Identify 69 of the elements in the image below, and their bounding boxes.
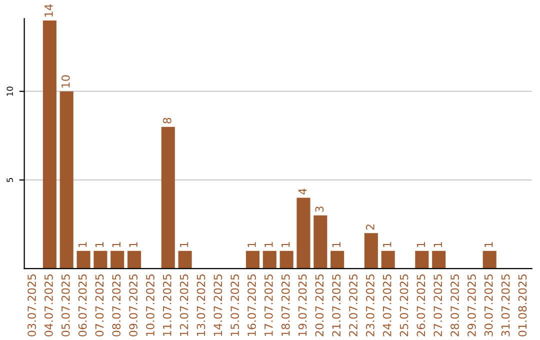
x-tick-label: 05.07.2025 (61, 274, 70, 336)
x-tick-label: 13.07.2025 (196, 274, 206, 336)
bar (280, 250, 294, 269)
bar (482, 250, 496, 269)
x-tick-label: 23.07.2025 (366, 274, 374, 336)
x-tick-label: 11.07.2025 (162, 274, 172, 336)
data-label: 1 (95, 242, 104, 247)
data-label: 4 (298, 188, 307, 195)
y-tick-label: 5 (6, 178, 13, 182)
data-label: 1 (180, 242, 188, 247)
x-tick-label: 18.07.2025 (281, 274, 290, 336)
data-label: 1 (416, 242, 425, 247)
x-tick-label: 10.07.2025 (146, 274, 154, 336)
x-tick-label: 07.07.2025 (95, 274, 104, 336)
x-tick-label: 26.07.2025 (416, 274, 426, 336)
x-tick-label: 01.08.2025 (518, 274, 527, 336)
x-tick-label: 09.07.2025 (129, 274, 138, 336)
bar (94, 250, 108, 269)
bar (415, 250, 429, 269)
x-tick-label: 24.07.2025 (382, 274, 392, 336)
x-tick-label: 19.07.2025 (298, 274, 307, 336)
data-label: 1 (332, 242, 340, 247)
data-label: 1 (78, 242, 87, 247)
x-tick-label: 14.07.2025 (214, 274, 222, 336)
data-label: 1 (434, 242, 442, 247)
bar (42, 20, 56, 269)
x-tick-label: 04.07.2025 (44, 274, 53, 336)
bar (330, 250, 344, 269)
x-tick-label: 25.07.2025 (400, 274, 408, 336)
bar (364, 233, 378, 269)
data-label: 1 (383, 242, 392, 247)
x-tick-label: 31.07.2025 (501, 274, 510, 336)
x-tick-label: 03.07.2025 (28, 274, 36, 336)
bar (314, 215, 328, 269)
bar (296, 198, 310, 269)
data-label: 10 (61, 75, 70, 88)
x-tick-label: 15.07.2025 (230, 274, 240, 336)
x-tick-label: 28.07.2025 (450, 274, 459, 336)
bar (178, 250, 192, 269)
x-tick-label: 16.07.2025 (248, 274, 256, 336)
data-label: 1 (484, 242, 493, 247)
data-label: 1 (112, 242, 120, 247)
data-label: 1 (264, 242, 273, 247)
x-tick-label: 27.07.2025 (434, 274, 442, 336)
data-label: 8 (162, 118, 172, 124)
bar (110, 250, 124, 269)
x-tick-label: 06.07.2025 (78, 274, 87, 336)
x-tick-label: 29.07.2025 (468, 274, 476, 336)
data-label: 1 (248, 242, 256, 247)
bar (432, 250, 446, 269)
bar (128, 250, 142, 269)
bar (60, 91, 74, 269)
bar (76, 250, 90, 269)
data-label: 1 (129, 242, 138, 247)
x-tick-label: 30.07.2025 (484, 274, 493, 336)
bar (246, 250, 260, 269)
data-label: 3 (315, 206, 324, 212)
bar (161, 126, 175, 269)
x-tick-label: 22.07.2025 (349, 274, 358, 336)
x-tick-label: 20.07.2025 (315, 274, 324, 336)
x-tick-label: 17.07.2025 (264, 274, 273, 336)
data-label: 1 (282, 242, 290, 247)
x-tick-label: 21.07.2025 (332, 274, 341, 336)
data-label: 2 (366, 224, 374, 230)
x-tick-label: 08.07.2025 (112, 274, 121, 336)
bar (381, 250, 395, 269)
x-tick-label: 12.07.2025 (180, 274, 188, 336)
data-label: 14 (44, 4, 53, 17)
bar (262, 250, 276, 269)
